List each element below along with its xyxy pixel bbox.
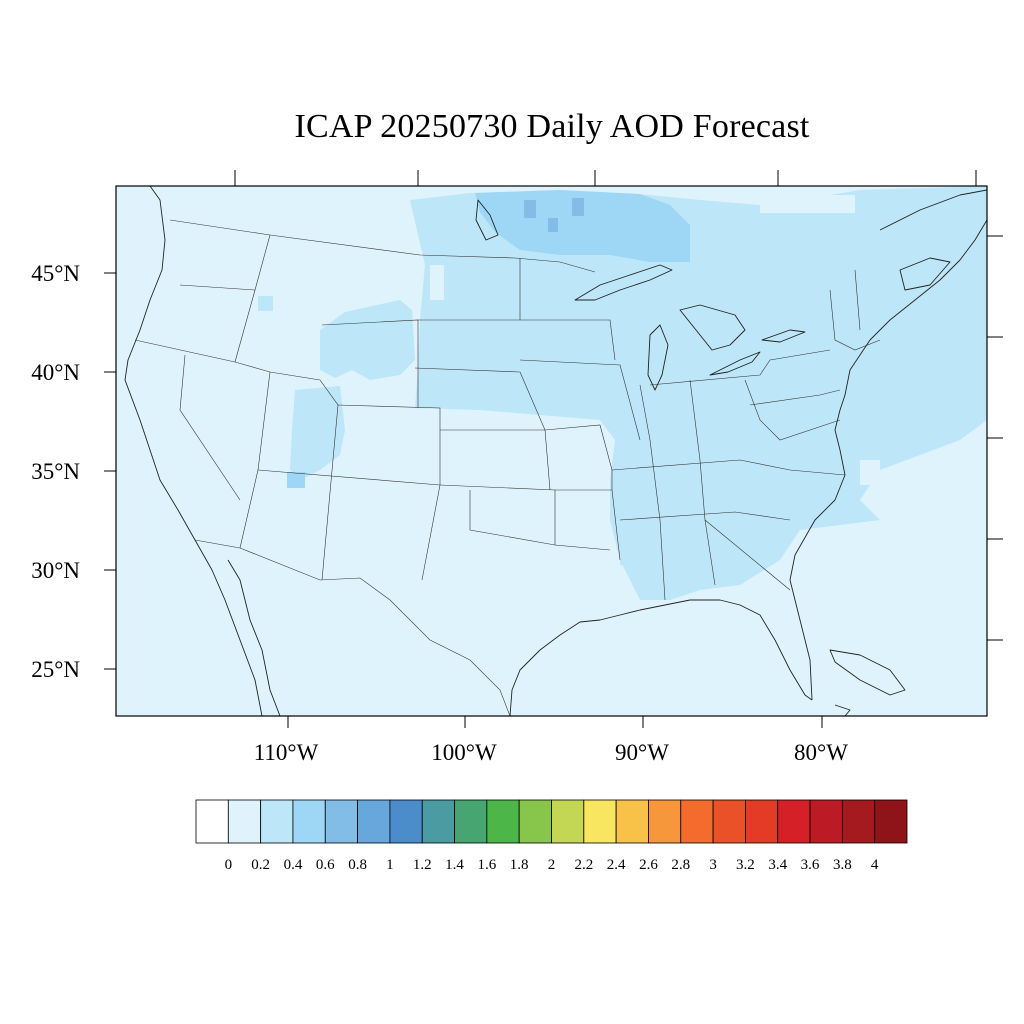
colorbar-swatch	[809, 799, 843, 844]
colorbar-swatch	[292, 799, 326, 844]
state-boundaries	[134, 219, 881, 716]
longitude-labels: 110°W 100°W 90°W 80°W	[254, 740, 849, 765]
colorbar-tick-label: 0.4	[284, 857, 303, 873]
colorbar-swatch	[421, 799, 455, 844]
lon-label: 110°W	[254, 740, 319, 765]
colorbar-swatch	[260, 799, 294, 844]
colorbar-swatch	[357, 799, 391, 844]
colorbar-swatch	[583, 799, 617, 844]
aod-shading-gaps	[430, 195, 915, 525]
lat-label: 40°N	[31, 360, 80, 385]
latitude-labels: 45°N 40°N 35°N 30°N 25°N	[31, 261, 80, 682]
lat-label: 30°N	[31, 558, 80, 583]
colorbar-swatch	[389, 799, 423, 844]
lon-label: 90°W	[615, 740, 669, 765]
aod-shading-0.6-0.8	[524, 198, 584, 232]
colorbar-tick-label: 3	[709, 857, 717, 873]
colorbar-tick-label: 3.4	[768, 857, 787, 873]
colorbar-swatch	[777, 799, 811, 844]
map-ticks	[104, 170, 1003, 728]
colorbar-swatch	[454, 799, 488, 844]
colorbar-tick-label: 1.8	[510, 857, 529, 873]
lat-label: 45°N	[31, 261, 80, 286]
colorbar-tick-label: 3.2	[736, 857, 755, 873]
colorbar-tick-label: 0.6	[316, 857, 335, 873]
coastlines	[124, 186, 987, 716]
colorbar-swatch	[648, 799, 682, 844]
colorbar-tick-label: 2.8	[671, 857, 690, 873]
lon-label: 100°W	[431, 740, 497, 765]
colorbar-swatch	[874, 799, 908, 844]
aod-shading-0.2-0.4	[258, 186, 987, 600]
colorbar-swatch	[712, 799, 746, 844]
aod-shading	[258, 186, 987, 600]
colorbar-tick-label: 1.6	[477, 857, 496, 873]
colorbar-swatch	[486, 799, 520, 844]
map-frame	[115, 185, 988, 717]
colorbar-tick-label: 0	[225, 857, 233, 873]
colorbar-swatch	[841, 799, 876, 844]
lat-label: 35°N	[31, 459, 80, 484]
colorbar-swatch	[680, 799, 714, 844]
page-title: ICAP 20250730 Daily AOD Forecast	[294, 108, 810, 145]
colorbar-tick-label: 1.2	[413, 857, 432, 873]
colorbar-tick-label: 0.8	[348, 857, 367, 873]
colorbar-tick-label: 1.4	[445, 857, 464, 873]
colorbar-labels: 0 0.2 0.4 0.6 0.8 1 1.2 1.4 1.6 1.8 2 2.2 2.4 2.6 2.8 3…	[225, 857, 879, 873]
colorbar	[195, 799, 908, 844]
colorbar-tick-label: 1	[386, 857, 394, 873]
lat-label: 25°N	[31, 657, 80, 682]
colorbar-swatch	[745, 799, 779, 844]
colorbar-tick-label: 3.8	[833, 857, 852, 873]
colorbar-swatch	[195, 799, 229, 844]
colorbar-swatch	[324, 799, 358, 844]
colorbar-tick-label: 3.6	[801, 857, 820, 873]
colorbar-swatch	[518, 799, 552, 844]
colorbar-tick-label: 0.2	[251, 857, 270, 873]
colorbar-tick-label: 4	[871, 857, 879, 873]
colorbar-swatch	[551, 799, 585, 844]
colorbar-tick-label: 2.4	[607, 857, 626, 873]
colorbar-swatch	[615, 799, 649, 844]
colorbar-tick-label: 2.6	[639, 857, 658, 873]
lon-label: 80°W	[794, 740, 848, 765]
colorbar-swatch	[227, 799, 262, 844]
colorbar-tick-label: 2	[548, 857, 556, 873]
colorbar-tick-label: 2.2	[574, 857, 593, 873]
